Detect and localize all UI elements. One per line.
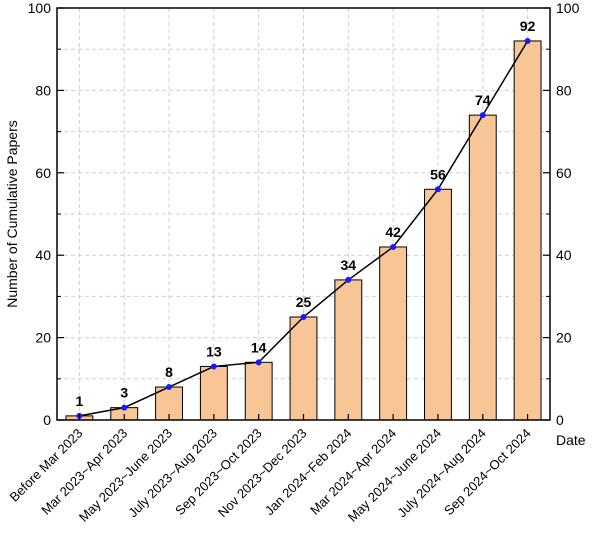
x-category-label: Mar 2023~Apr 2023: [38, 426, 130, 518]
y-tick-label-right: 0: [556, 412, 564, 428]
x-category-label: Jan 2024~Feb 2024: [262, 426, 355, 519]
data-value-label: 34: [341, 257, 357, 273]
bars-group: [65, 40, 542, 421]
y-tick-label-right: 80: [556, 82, 572, 98]
bar: [424, 188, 452, 421]
y-axis-title: Number of Cumulative Papers: [4, 120, 20, 308]
y-tick-label-left: 60: [35, 165, 51, 181]
x-category-label: Sep 2024~Oct 2024: [441, 426, 534, 519]
data-value-label: 42: [385, 224, 401, 240]
data-value-label: 13: [206, 343, 222, 359]
y-tick-label-left: 20: [35, 330, 51, 346]
data-point: [434, 186, 441, 193]
y-tick-label-left: 80: [35, 82, 51, 98]
bar: [199, 365, 228, 421]
bar: [334, 279, 363, 421]
data-value-label: 3: [120, 385, 128, 401]
y-tick-label-right: 60: [556, 165, 572, 181]
bar: [289, 316, 318, 421]
data-point: [300, 314, 307, 320]
bar: [468, 114, 497, 421]
y-tick-label-left: 0: [43, 412, 51, 428]
data-value-label: 8: [165, 364, 173, 380]
cumulative-line-group: [76, 37, 531, 419]
data-value-label: 92: [520, 18, 536, 34]
y-tick-label-left: 100: [28, 0, 52, 16]
data-point: [166, 384, 173, 391]
data-value-label: 1: [76, 393, 84, 409]
x-category-label: Sep 2023~Oct 2023: [172, 426, 265, 519]
x-axis-title: Date: [556, 432, 586, 448]
data-point: [524, 37, 531, 44]
bar: [379, 246, 408, 421]
data-value-label: 56: [430, 166, 446, 182]
data-point: [390, 243, 397, 250]
data-point: [210, 363, 217, 370]
axes-group: [57, 7, 550, 421]
y-tick-label-left: 40: [35, 247, 51, 263]
data-point: [121, 404, 128, 411]
bar: [513, 40, 542, 421]
data-point: [345, 276, 352, 283]
data-point: [479, 112, 486, 119]
data-value-label: 14: [251, 339, 267, 355]
data-value-label: 25: [296, 294, 312, 310]
y-tick-label-right: 40: [556, 247, 572, 263]
bar: [244, 361, 273, 421]
x-category-label: Mar 2024~Apr 2024: [307, 426, 399, 518]
data-value-label: 74: [475, 92, 491, 108]
y-tick-label-right: 100: [556, 0, 580, 16]
y-tick-label-right: 20: [556, 330, 572, 346]
data-point: [255, 359, 262, 366]
